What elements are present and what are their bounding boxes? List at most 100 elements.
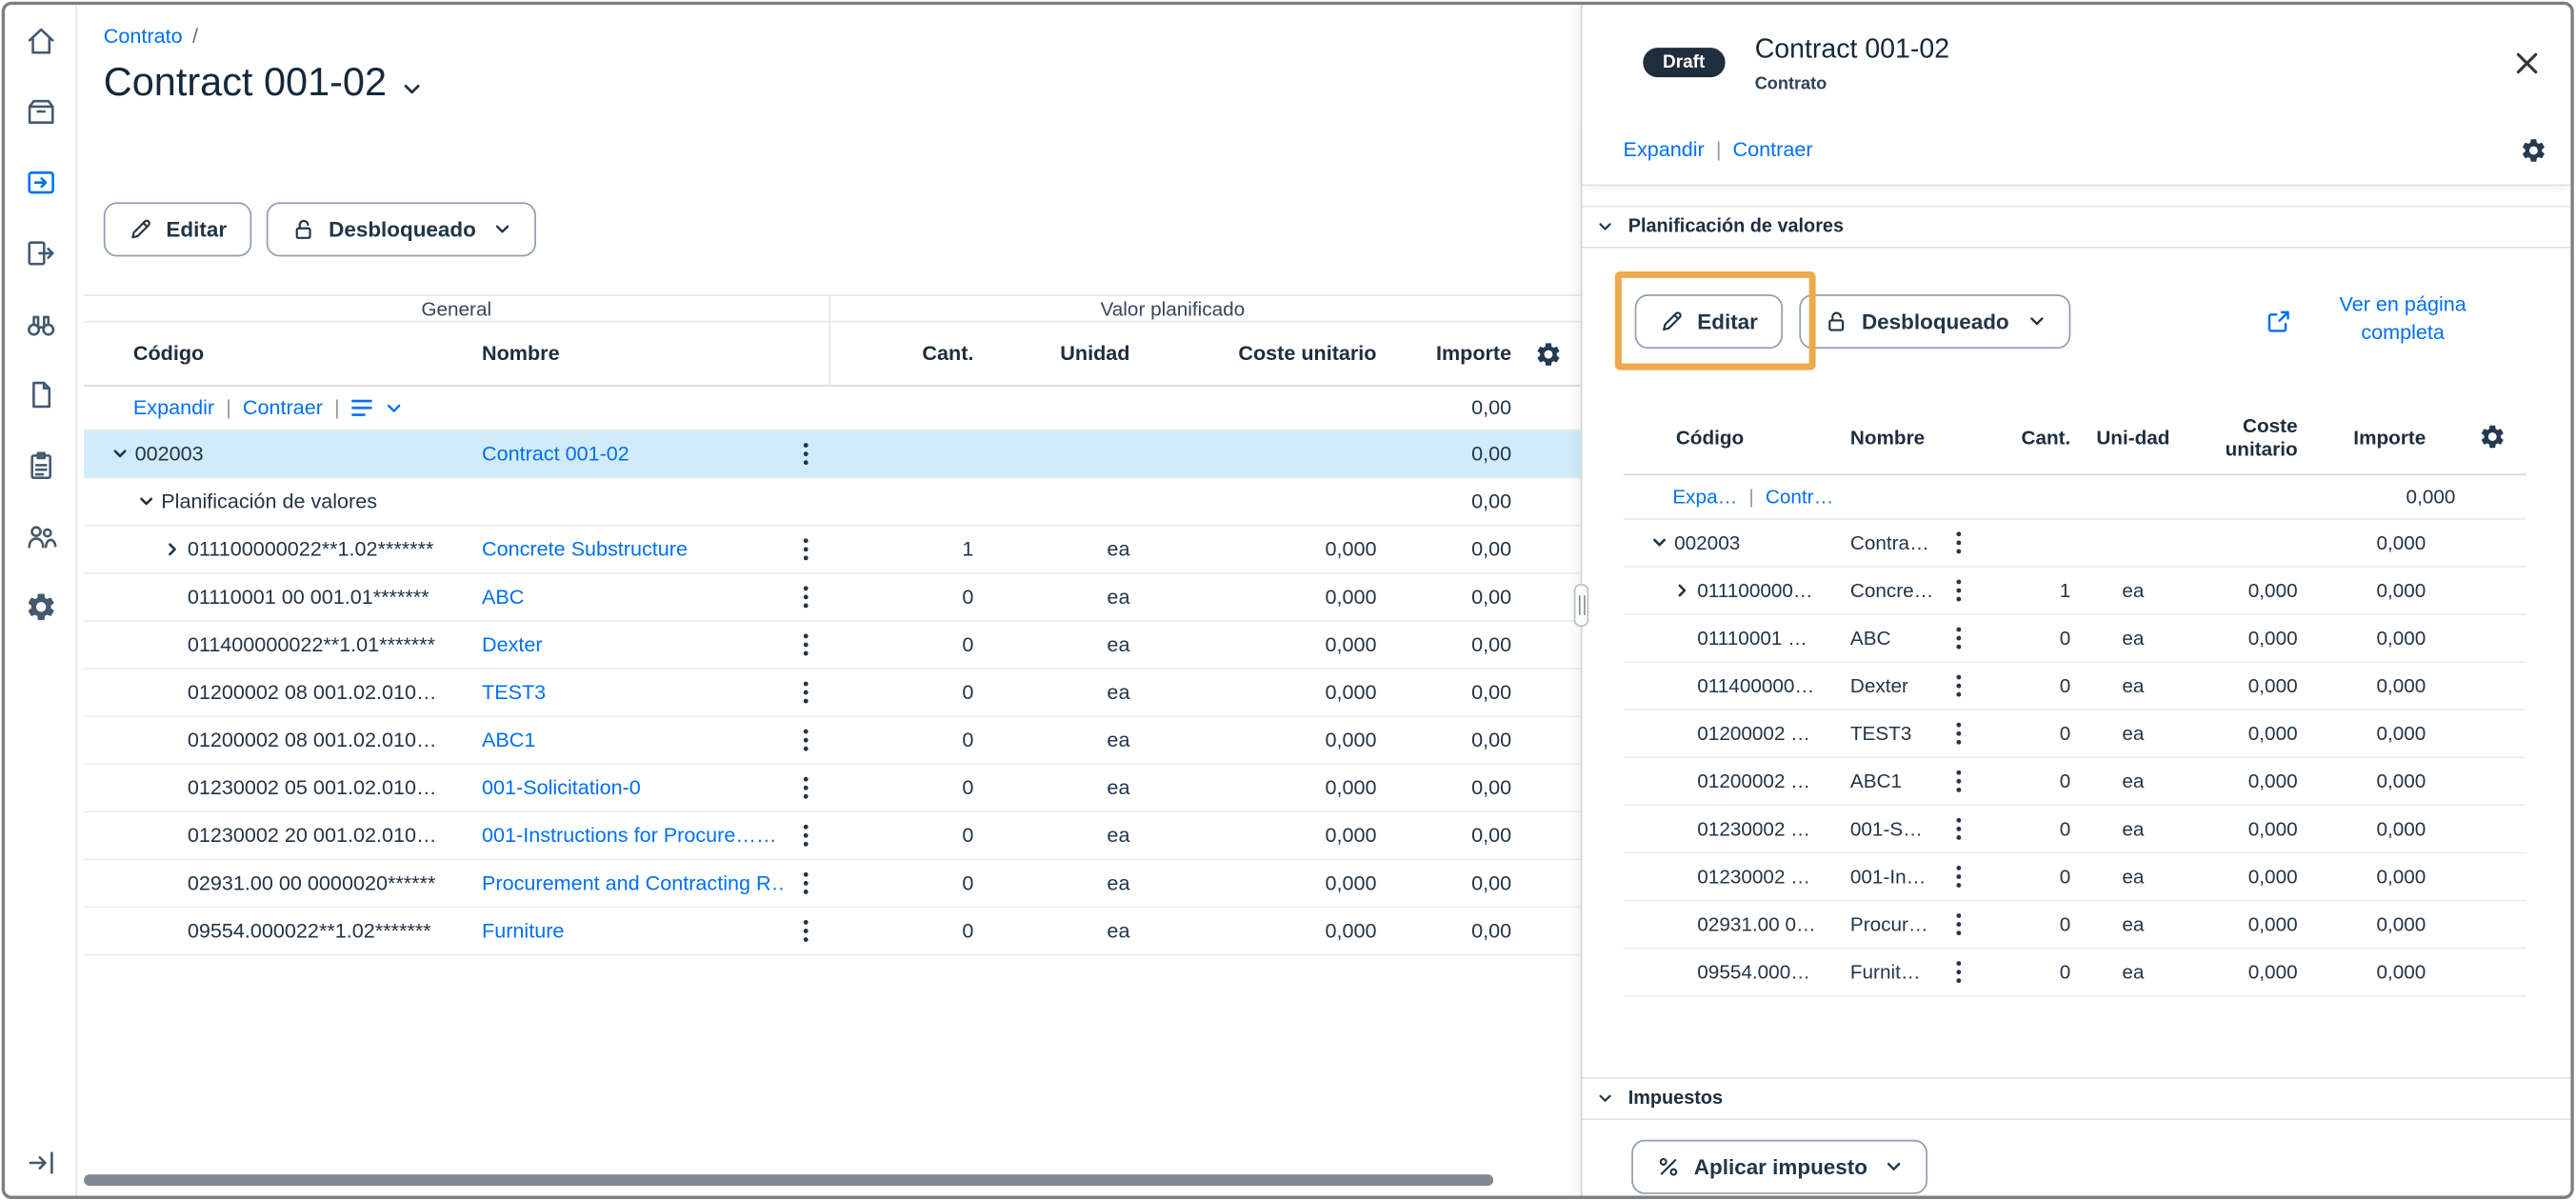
row-name-link[interactable]: Contract 001-02	[482, 442, 629, 466]
table-row[interactable]: 002003 Contract 001-02 0,00	[84, 430, 1581, 479]
kebab-menu-icon[interactable]	[803, 776, 809, 799]
table-row[interactable]: 011400000… Dexter 0 ea 0,000 0,000	[1623, 663, 2526, 711]
close-icon[interactable]	[2513, 50, 2541, 77]
kebab-menu-icon[interactable]	[1955, 674, 1962, 697]
kebab-menu-icon[interactable]	[803, 919, 809, 942]
table-settings-gear-icon[interactable]	[1533, 340, 1561, 368]
table-row[interactable]: 01200002 … ABC1 0 ea 0,000 0,000	[1623, 758, 2526, 807]
expand-all-link[interactable]: Expandir	[1623, 138, 1705, 162]
kebab-menu-icon[interactable]	[803, 824, 809, 847]
table-row[interactable]: 01200002 08 001.02.010… TEST3 0 ea 0,000…	[84, 670, 1581, 717]
expand-all-link[interactable]: Expa…	[1672, 485, 1738, 509]
row-name-link[interactable]: Procurement and Contracting R…	[482, 871, 784, 895]
kebab-menu-icon[interactable]	[1955, 912, 1962, 936]
section-header-taxes[interactable]: Impuestos	[1582, 1077, 2571, 1121]
kebab-menu-icon[interactable]	[803, 681, 809, 704]
hierarchy-view-icon[interactable]	[351, 398, 374, 418]
open-external-icon[interactable]	[2265, 308, 2292, 335]
kebab-menu-icon[interactable]	[803, 871, 809, 894]
table-row[interactable]: 01110001 00 001.01******* ABC 0 ea 0,000…	[84, 574, 1581, 622]
collapse-all-link[interactable]: Contraer	[1732, 138, 1813, 162]
kebab-menu-icon[interactable]	[1955, 722, 1962, 745]
row-name-link[interactable]: TEST3	[482, 680, 547, 705]
archive-icon[interactable]	[24, 95, 57, 129]
row-name-link[interactable]: Dexter	[1849, 674, 1908, 698]
row-name-link[interactable]: 001-S…	[1849, 817, 1923, 841]
kebab-menu-icon[interactable]	[803, 729, 809, 751]
table-row[interactable]: 011100000022**1.02******* Concrete Subst…	[84, 527, 1581, 574]
document-icon[interactable]	[24, 378, 57, 411]
row-name-link[interactable]: Concrete Substructure	[482, 537, 688, 561]
chevron-down-icon[interactable]	[1647, 530, 1671, 555]
row-name-link[interactable]: ABC1	[482, 729, 536, 752]
home-icon[interactable]	[24, 25, 57, 58]
table-row[interactable]: 01200002 … TEST3 0 ea 0,000 0,000	[1623, 710, 2526, 759]
kebab-menu-icon[interactable]	[1955, 961, 1962, 984]
lock-status-button[interactable]: Desbloqueado	[266, 202, 537, 257]
chevron-down-icon[interactable]	[133, 490, 158, 514]
table-row[interactable]: 011400000022**1.01******* Dexter 0 ea 0,…	[84, 622, 1581, 670]
collapse-all-link[interactable]: Contr…	[1765, 485, 1834, 509]
binoculars-icon[interactable]	[24, 308, 57, 341]
section-header-values[interactable]: Planificación de valores	[1582, 205, 2571, 249]
view-full-page-link[interactable]: Ver en página completa	[2339, 292, 2466, 344]
row-name-link[interactable]: TEST3	[1849, 722, 1912, 746]
row-name-link[interactable]: 001-Instructions for Procure……	[482, 824, 777, 848]
panel-settings-gear-icon[interactable]	[2520, 136, 2547, 164]
table-row[interactable]: 01110001 … ABC 0 ea 0,000 0,000	[1623, 615, 2526, 663]
row-name-link[interactable]: ABC	[1849, 626, 1891, 650]
row-name-link[interactable]: ABC	[482, 585, 525, 609]
kebab-menu-icon[interactable]	[1955, 531, 1962, 554]
transfer-icon[interactable]	[24, 237, 57, 270]
table-row[interactable]: 02931.00 00 0000020****** Procurement an…	[84, 860, 1581, 909]
checklist-icon[interactable]	[24, 449, 57, 482]
kebab-menu-icon[interactable]	[1955, 579, 1962, 602]
table-row[interactable]: 01230002 05 001.02.010… 001-Solicitation…	[84, 765, 1581, 813]
settings-icon[interactable]	[24, 590, 57, 624]
kebab-menu-icon[interactable]	[803, 633, 809, 656]
apply-tax-button[interactable]: Aplicar impuesto	[1631, 1139, 1928, 1194]
row-name-link[interactable]: 001-Solicitation-0	[482, 776, 641, 800]
table-row[interactable]: 09554.000… Furnit… 0 ea 0,000 0,000	[1623, 949, 2526, 997]
kebab-menu-icon[interactable]	[1955, 817, 1962, 840]
row-name-link[interactable]: ABC1	[1849, 770, 1903, 793]
kebab-menu-icon[interactable]	[1955, 627, 1962, 650]
contracts-icon[interactable]	[24, 166, 57, 199]
kebab-menu-icon[interactable]	[1955, 770, 1962, 792]
edit-button[interactable]: Editar	[1634, 294, 1783, 350]
kebab-menu-icon[interactable]	[1955, 865, 1962, 888]
chevron-right-icon[interactable]	[160, 537, 185, 562]
collapse-all-link[interactable]: Contraer	[242, 396, 323, 420]
breadcrumb-link[interactable]: Contrato	[103, 24, 183, 49]
kebab-menu-icon[interactable]	[803, 538, 809, 561]
panel-resize-handle[interactable]	[1573, 584, 1589, 627]
table-row[interactable]: 01200002 08 001.02.010… ABC1 0 ea 0,000 …	[84, 717, 1581, 766]
row-name-link[interactable]: Furniture	[482, 919, 565, 943]
table-row[interactable]: 01230002 20 001.02.010… 001-Instructions…	[84, 812, 1581, 861]
row-name-link[interactable]: Contra…	[1849, 530, 1929, 554]
table-row[interactable]: 002003 Contra… 0,000	[1623, 520, 2526, 568]
table-row[interactable]: 02931.00 0… Procur… 0 ea 0,000 0,000	[1623, 901, 2526, 950]
table-row[interactable]: 01230002 … 001-S… 0 ea 0,000 0,000	[1623, 806, 2526, 854]
table-row[interactable]: Planificación de valores 0,00	[84, 479, 1581, 527]
members-icon[interactable]	[24, 520, 57, 553]
chevron-down-icon[interactable]	[402, 79, 423, 100]
chevron-down-icon[interactable]	[107, 442, 131, 467]
row-name-link[interactable]: 001-In…	[1849, 865, 1927, 889]
kebab-menu-icon[interactable]	[803, 586, 809, 609]
edit-button[interactable]: Editar	[103, 202, 251, 257]
chevron-down-icon[interactable]	[386, 399, 404, 417]
row-name-link[interactable]: Procur…	[1849, 912, 1928, 936]
row-name-link[interactable]: Concre…	[1849, 578, 1934, 603]
row-name-link[interactable]: Furnit…	[1849, 960, 1921, 984]
lock-status-button[interactable]: Desbloqueado	[1799, 294, 2070, 350]
table-row[interactable]: 011100000… Concre… 1 ea 0,000 0,000	[1623, 568, 2526, 615]
table-settings-gear-icon[interactable]	[2479, 423, 2506, 450]
table-row[interactable]: 01230002 … 001-In… 0 ea 0,000 0,000	[1623, 853, 2526, 902]
chevron-right-icon[interactable]	[1669, 578, 1694, 603]
expand-all-link[interactable]: Expandir	[132, 396, 215, 420]
row-name-link[interactable]: Dexter	[482, 632, 543, 657]
table-row[interactable]: 09554.000022**1.02******* Furniture 0 ea…	[84, 908, 1581, 956]
kebab-menu-icon[interactable]	[803, 443, 809, 466]
horizontal-scrollbar[interactable]	[84, 1174, 1494, 1187]
